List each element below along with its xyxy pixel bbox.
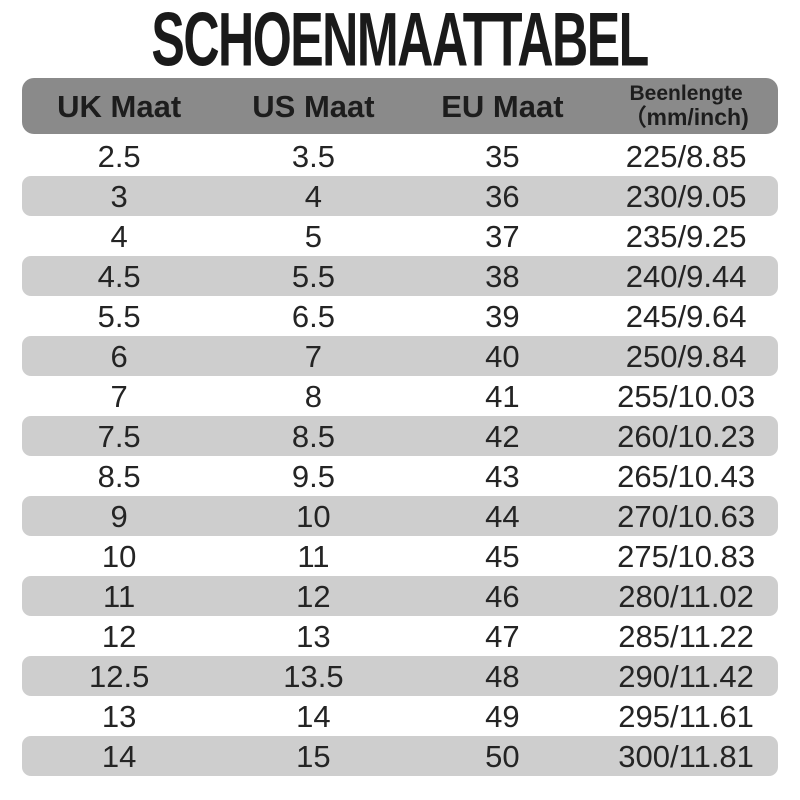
page-title: SCHOENMAATTABEL: [151, 0, 650, 82]
table-cell: 13.5: [283, 658, 344, 694]
table-cell: 36: [485, 178, 520, 214]
table-cell: 12: [101, 618, 137, 654]
table-cell: 7.5: [97, 418, 141, 454]
column-header-eu-maat: EU Maat: [441, 88, 564, 124]
table-row: 4 5 37 235/9.25: [22, 216, 778, 256]
table-row: 11 12 46 280/11.02: [22, 576, 778, 616]
size-table-body: 2.5 3.5 35 225/8.85 3 4 36 230/9.05 4 5 37 235/9.25…: [22, 136, 778, 776]
table-cell: 38: [485, 258, 520, 294]
table-row: 5.5 6.5 39 245/9.64: [22, 296, 778, 336]
table-cell: 5.5: [97, 298, 141, 334]
table-cell: 255/10.03: [617, 378, 756, 414]
table-cell: 235/9.25: [625, 218, 747, 254]
table-cell: 260/10.23: [617, 418, 756, 454]
page-title-wrap: SCHOENMAATTABEL: [0, 0, 800, 82]
table-cell: 7: [110, 378, 128, 414]
table-row: 10 11 45 275/10.83: [22, 536, 778, 576]
table-cell: 295/11.61: [618, 698, 754, 734]
table-cell: 10: [296, 498, 331, 534]
table-cell: 240/9.44: [625, 258, 747, 294]
table-cell: 9.5: [291, 458, 335, 494]
table-row: 7 8 41 255/10.03: [22, 376, 778, 416]
table-row: 7.5 8.5 42 260/10.23: [22, 416, 778, 456]
table-cell: 4: [304, 178, 323, 214]
table-cell: 13: [296, 618, 331, 654]
table-cell: 290/11.42: [618, 658, 754, 694]
table-header-row: UK Maat US Maat EU Maat Beenlengte （mm/i…: [22, 78, 778, 134]
table-row: 9 10 44 270/10.63: [22, 496, 778, 536]
table-cell: 43: [485, 458, 520, 494]
table-cell: 6: [110, 338, 128, 374]
table-cell: 11: [103, 578, 136, 614]
table-row: 13 14 49 295/11.61: [22, 696, 778, 736]
table-cell: 12: [296, 578, 331, 614]
table-cell: 49: [485, 698, 520, 734]
table-cell: 9: [110, 498, 128, 534]
column-header-us-maat: US Maat: [252, 88, 375, 124]
table-cell: 12.5: [88, 658, 150, 694]
column-header-beenlengte-label: Beenlengte: [629, 81, 743, 105]
table-cell: 15: [296, 738, 331, 774]
table-cell: 8.5: [97, 458, 141, 494]
table-cell: 5.5: [291, 258, 335, 294]
table-cell: 50: [485, 738, 520, 774]
table-cell: 250/9.84: [625, 338, 747, 374]
column-header-beenlengte-unit: （mm/inch): [623, 103, 749, 130]
table-cell: 48: [485, 658, 520, 694]
table-cell: 13: [101, 698, 137, 734]
table-cell: 230/9.05: [625, 178, 747, 214]
table-row: 8.5 9.5 43 265/10.43: [22, 456, 778, 496]
table-cell: 39: [485, 298, 520, 334]
table-cell: 280/11.02: [618, 578, 754, 614]
table-cell: 8: [304, 378, 323, 414]
size-table: UK Maat US Maat EU Maat Beenlengte （mm/i…: [22, 78, 778, 776]
table-row: 3 4 36 230/9.05: [22, 176, 778, 216]
table-cell: 35: [485, 138, 520, 174]
table-row: 12.5 13.5 48 290/11.42: [22, 656, 778, 696]
column-header-beenlengte: Beenlengte （mm/inch): [594, 82, 778, 130]
table-cell: 46: [485, 578, 520, 614]
table-row: 6 7 40 250/9.84: [22, 336, 778, 376]
table-cell: 8.5: [291, 418, 335, 454]
table-row: 14 15 50 300/11.81: [22, 736, 778, 776]
table-cell: 6.5: [291, 298, 335, 334]
table-cell: 3: [110, 178, 128, 214]
table-cell: 265/10.43: [617, 458, 756, 494]
table-cell: 47: [485, 618, 520, 654]
table-cell: 41: [485, 378, 520, 414]
table-cell: 14: [101, 738, 137, 774]
column-header-uk-maat: UK Maat: [57, 88, 182, 124]
table-cell: 245/9.64: [625, 298, 747, 334]
table-cell: 5: [304, 218, 323, 254]
table-cell: 44: [485, 498, 520, 534]
table-cell: 275/10.83: [617, 538, 756, 574]
table-row: 2.5 3.5 35 225/8.85: [22, 136, 778, 176]
table-cell: 10: [101, 538, 137, 574]
table-cell: 7: [304, 338, 323, 374]
table-cell: 42: [485, 418, 520, 454]
table-cell: 4.5: [97, 258, 141, 294]
table-cell: 4: [110, 218, 128, 254]
table-cell: 40: [485, 338, 520, 374]
table-cell: 270/10.63: [617, 498, 756, 534]
table-cell: 285/11.22: [618, 618, 754, 654]
table-cell: 300/11.81: [618, 738, 754, 774]
table-row: 12 13 47 285/11.22: [22, 616, 778, 656]
table-cell: 11: [297, 538, 330, 574]
table-row: 4.5 5.5 38 240/9.44: [22, 256, 778, 296]
table-cell: 37: [485, 218, 520, 254]
table-cell: 45: [485, 538, 520, 574]
table-cell: 225/8.85: [625, 138, 747, 174]
table-cell: 3.5: [291, 138, 335, 174]
table-cell: 14: [296, 698, 331, 734]
table-cell: 2.5: [97, 138, 141, 174]
